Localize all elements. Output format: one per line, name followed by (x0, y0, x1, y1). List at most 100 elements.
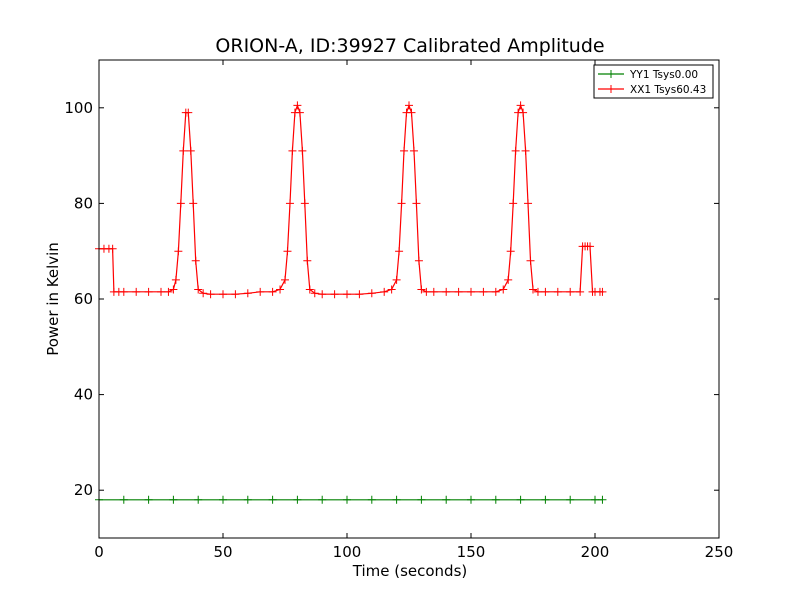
data-point (285, 199, 294, 208)
data-point (144, 495, 153, 504)
data-point (429, 287, 438, 296)
y-tick-label: 40 (74, 386, 93, 404)
x-tick-label: 250 (705, 543, 734, 561)
data-point (541, 495, 550, 504)
data-point (479, 287, 488, 296)
data-point (392, 495, 401, 504)
data-point (256, 287, 265, 296)
axis-ticks: 0 50 100 150 200 250 20 40 60 80 100 (64, 60, 733, 561)
data-point (288, 146, 297, 155)
data-point (176, 199, 185, 208)
legend-box (593, 64, 714, 99)
data-point (521, 146, 530, 155)
data-point (422, 287, 431, 296)
data-point (243, 289, 252, 298)
x-tick-label: 50 (213, 543, 232, 561)
data-point (467, 287, 475, 296)
data-point (194, 495, 203, 504)
y-tick-label: 60 (74, 290, 93, 308)
data-point (387, 285, 396, 294)
data-point (395, 247, 404, 256)
data-point (576, 287, 585, 296)
y-tick-label: 100 (64, 99, 93, 117)
data-point (157, 287, 165, 296)
data-point (343, 290, 351, 299)
data-point (169, 495, 178, 504)
data-point (454, 287, 463, 296)
legend-marker (607, 85, 615, 93)
data-point (295, 108, 304, 117)
data-point (491, 287, 500, 296)
data-point (119, 287, 128, 296)
legend-marker (607, 70, 615, 78)
data-point (511, 146, 520, 155)
data-point (506, 247, 515, 256)
x-tick-label: 200 (581, 543, 610, 561)
series-2 (95, 101, 607, 299)
data-point (171, 275, 180, 284)
data-point (343, 495, 351, 504)
data-point (144, 287, 153, 296)
data-point (400, 146, 409, 155)
data-point (268, 287, 277, 296)
data-point (412, 199, 421, 208)
data-point (281, 275, 289, 284)
x-tick-label: 0 (94, 543, 104, 561)
data-point (598, 287, 607, 296)
legend-entry: XX1 Tsys60.43 (598, 84, 706, 96)
data-point (417, 285, 426, 294)
data-point (206, 290, 215, 299)
legend: YY1 Tsys0.00 XX1 Tsys60.43 (593, 64, 714, 99)
data-point (409, 146, 418, 155)
data-point (367, 289, 376, 298)
legend-label: XX1 Tsys60.43 (630, 84, 706, 96)
data-point (231, 290, 240, 299)
data-point (407, 108, 416, 117)
data-point (598, 495, 607, 504)
data-point (491, 495, 500, 504)
data-point (392, 275, 401, 284)
data-point (529, 285, 537, 294)
x-tick-label: 100 (333, 543, 362, 561)
plot-area (95, 101, 607, 504)
data-point (243, 495, 252, 504)
x-axis-label: Time (seconds) (352, 562, 468, 580)
y-tick-label: 20 (74, 481, 93, 499)
y-axis-label: Power in Kelvin (44, 242, 62, 356)
data-point (219, 495, 227, 504)
data-point (189, 199, 198, 208)
data-point (526, 256, 535, 265)
data-point (298, 146, 307, 155)
data-point (397, 199, 406, 208)
data-point (566, 495, 575, 504)
data-point (553, 287, 562, 296)
data-point (186, 146, 195, 155)
data-point (499, 285, 508, 294)
series-line (99, 103, 603, 295)
data-point (310, 289, 319, 298)
data-point (293, 495, 302, 504)
data-point (367, 495, 376, 504)
data-point (219, 290, 227, 299)
data-point (194, 285, 203, 294)
data-point (184, 108, 193, 117)
data-point (467, 495, 475, 504)
data-point (318, 290, 327, 299)
y-tick-label: 80 (74, 194, 93, 212)
data-point (174, 247, 183, 256)
data-point (318, 495, 327, 504)
data-point (380, 287, 389, 296)
data-point (414, 256, 423, 265)
data-point (355, 290, 364, 299)
legend-entry: YY1 Tsys0.00 (598, 69, 698, 81)
data-point (516, 101, 525, 110)
data-point (108, 244, 117, 253)
data-point (504, 275, 513, 284)
chart-title: ORION-A, ID:39927 Calibrated Amplitude (215, 35, 604, 57)
data-point (516, 495, 525, 504)
data-point (164, 287, 173, 296)
data-point (305, 285, 314, 294)
data-point (179, 146, 188, 155)
data-point (417, 495, 426, 504)
